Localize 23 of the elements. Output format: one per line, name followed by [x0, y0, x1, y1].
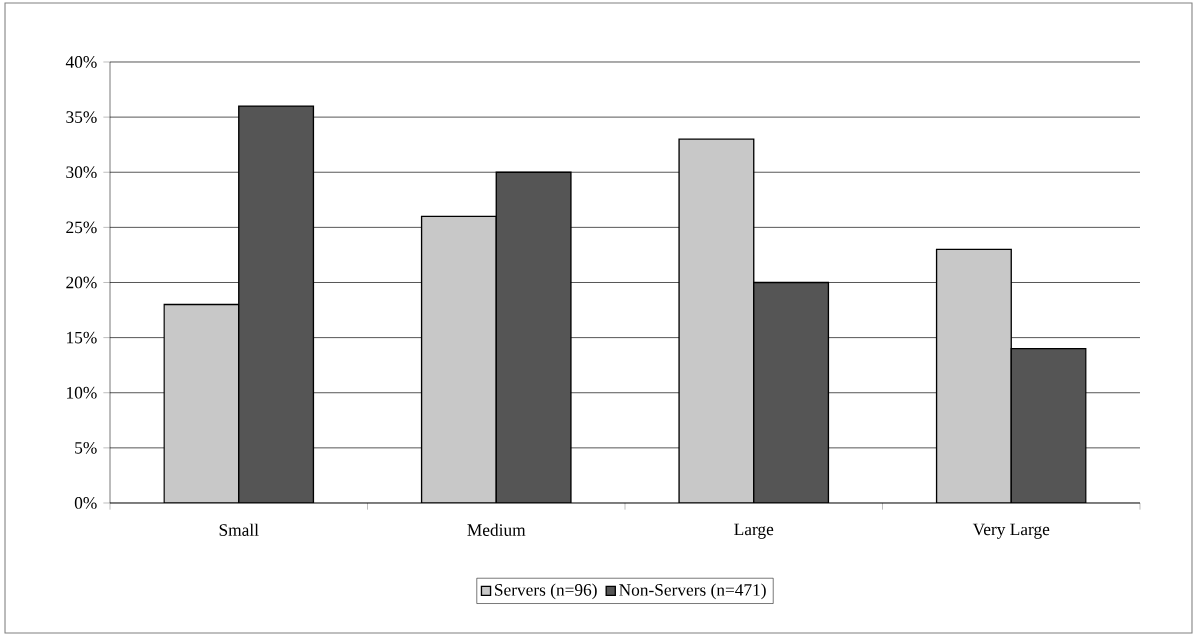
- legend-label: Servers (n=96): [495, 583, 597, 600]
- legend-label: Non-Servers (n=471): [619, 583, 766, 600]
- y-tick-label: 20%: [66, 276, 97, 289]
- y-tick-label: 25%: [66, 221, 97, 234]
- y-tick-label: 30%: [66, 166, 97, 179]
- x-tick-label: Small: [219, 523, 259, 536]
- bar: [1010, 347, 1087, 503]
- y-tick-label: 5%: [75, 441, 97, 454]
- bar: [420, 215, 497, 503]
- bar: [238, 105, 315, 503]
- y-tick-label: 40%: [65, 56, 97, 68]
- bar: [753, 281, 830, 503]
- x-tick-label: Medium: [467, 523, 526, 536]
- x-tick-label: Very Large: [972, 523, 1050, 539]
- y-tick-label: 0%: [74, 497, 97, 509]
- bar: [163, 303, 240, 503]
- y-tick-label: 15%: [67, 331, 97, 344]
- bar: [935, 248, 1012, 503]
- y-tick-label: 10%: [67, 386, 97, 399]
- bar: [678, 138, 755, 503]
- bar: [495, 171, 572, 503]
- y-tick-label: 35%: [66, 111, 97, 123]
- x-tick-label: Large: [734, 523, 774, 539]
